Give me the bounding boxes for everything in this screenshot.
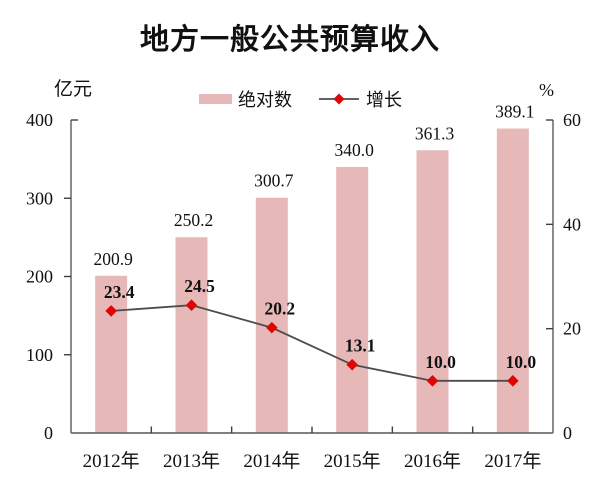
right-axis-tick-label: 60 [563,110,581,130]
left-axis-tick-label: 100 [26,345,53,365]
legend-bar-label: 绝对数 [238,90,292,110]
chart-title: 地方一般公共预算收入 [139,24,440,56]
legend-line-swatch [319,93,359,105]
bar-2013年 [175,237,208,433]
left-axis-tick-label: 200 [26,267,53,287]
bar-value-label: 200.9 [93,249,133,269]
growth-marker-2016年 [426,375,439,387]
left-axis-tick-label: 300 [26,188,53,208]
bar-2015年 [336,166,369,433]
growth-value-label: 10.0 [506,352,537,372]
right-axis-unit-label: % [539,80,554,100]
bar-2017年 [496,128,529,434]
bar-value-label: 361.3 [415,123,455,143]
category-label: 2013年 [163,450,220,472]
growth-value-label: 24.5 [184,276,215,296]
growth-value-label: 23.4 [104,282,135,302]
bar-2016年 [416,150,449,433]
growth-value-label: 20.2 [265,299,296,319]
left-axis-unit-label: 亿元 [54,79,93,100]
growth-marker-2015年 [346,358,358,371]
right-axis-tick-label: 20 [563,319,581,339]
left-axis-tick-label: 400 [26,110,53,130]
legend-bar-swatch [199,94,232,104]
right-axis-tick-label: 40 [563,214,581,234]
bar-value-label: 250.2 [174,210,213,230]
legend: 绝对数 增长 [199,89,402,110]
legend-line-label: 增长 [366,90,402,110]
right-axis-tick-label: 0 [563,423,572,443]
growth-marker-2017年 [507,375,519,387]
category-label: 2017年 [484,450,541,472]
category-label: 2014年 [243,450,300,472]
growth-value-label: 13.1 [345,336,376,356]
growth-marker-2012年 [105,305,117,317]
growth-line [111,304,513,382]
category-label: 2015年 [324,450,381,472]
growth-value-label: 10.0 [425,352,456,372]
bar-value-label: 300.7 [254,171,294,191]
left-axis-tick-label: 0 [44,423,53,443]
bar-value-label: 389.1 [495,102,534,122]
category-label: 2012年 [83,450,140,472]
bar-2012年 [95,275,128,433]
growth-marker-2013年 [185,299,198,311]
bar-value-label: 340.0 [334,140,374,160]
bar-2014年 [255,197,288,433]
category-label: 2016年 [404,450,461,472]
growth-marker-2014年 [266,321,278,334]
